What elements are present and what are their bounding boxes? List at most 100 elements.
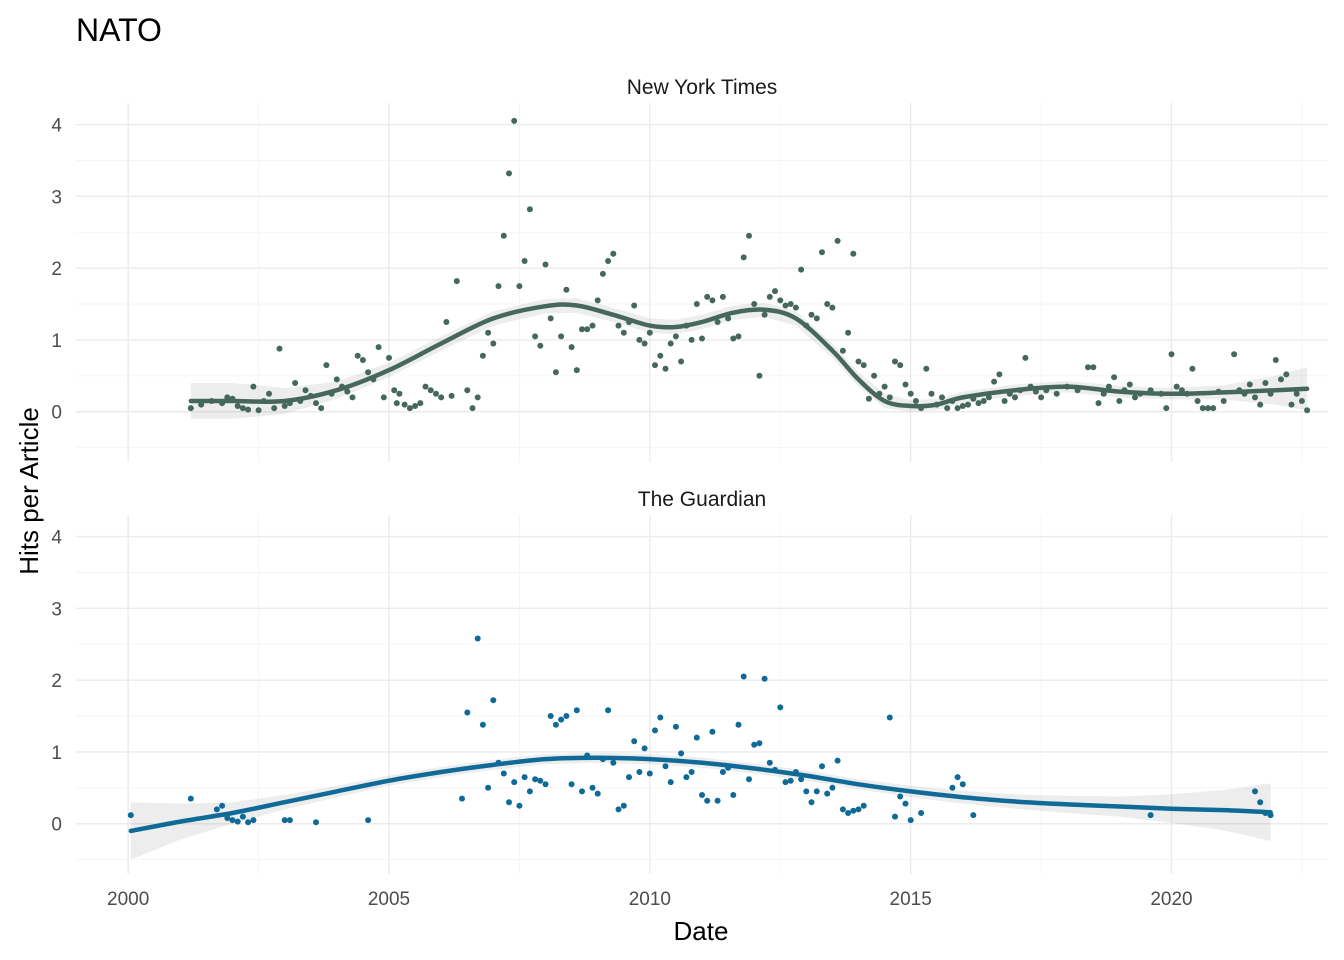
data-point	[672, 333, 679, 340]
data-point	[516, 802, 523, 809]
data-point	[506, 799, 512, 806]
data-point	[1257, 799, 1264, 806]
x-tick-label: 2020	[1150, 889, 1192, 910]
data-point	[652, 727, 658, 734]
data-point	[234, 403, 241, 409]
data-point	[1283, 371, 1290, 378]
data-point	[636, 336, 643, 343]
data-point	[127, 812, 134, 819]
data-point	[719, 769, 726, 775]
data-point	[375, 344, 382, 351]
data-point	[855, 358, 862, 365]
data-point	[333, 376, 340, 383]
data-point	[620, 329, 627, 336]
data-point	[579, 788, 585, 795]
data-point	[641, 340, 648, 347]
data-point	[605, 258, 612, 264]
data-point	[313, 400, 319, 407]
data-point	[511, 117, 518, 124]
data-point	[542, 781, 549, 788]
y-tick-label: 3	[51, 187, 62, 208]
data-point	[239, 405, 246, 412]
data-point	[490, 340, 497, 347]
data-point	[1001, 398, 1008, 404]
data-point	[349, 394, 356, 401]
data-point	[474, 394, 481, 401]
data-point	[667, 779, 674, 786]
data-point	[537, 342, 544, 349]
data-point	[615, 322, 622, 329]
data-point	[740, 673, 747, 680]
data-point	[761, 311, 768, 318]
y-tick-label: 0	[51, 815, 62, 836]
data-point	[678, 358, 685, 365]
data-point	[693, 301, 700, 307]
y-tick-label: 2	[51, 259, 62, 280]
data-point	[845, 810, 852, 816]
data-point	[506, 170, 512, 177]
data-point	[980, 398, 987, 404]
data-point	[897, 362, 904, 369]
y-tick-label: 3	[51, 599, 62, 620]
data-point	[365, 369, 372, 376]
data-point	[1220, 398, 1227, 404]
data-point	[688, 336, 695, 343]
data-point	[547, 315, 554, 322]
data-point	[699, 335, 705, 342]
data-point	[954, 405, 961, 412]
data-point	[1252, 394, 1258, 401]
data-point	[563, 286, 570, 293]
data-point	[626, 774, 632, 781]
data-point	[422, 383, 429, 390]
data-point	[1090, 364, 1097, 371]
data-point	[521, 258, 528, 264]
data-point	[730, 792, 737, 798]
y-tick-label: 2	[51, 671, 62, 692]
data-point	[589, 784, 596, 791]
data-point	[495, 283, 502, 290]
data-point	[985, 394, 992, 401]
data-point	[558, 333, 565, 340]
data-point	[902, 800, 909, 807]
data-point	[662, 763, 669, 770]
data-point	[850, 807, 857, 814]
data-point	[479, 352, 486, 359]
data-point	[516, 283, 523, 290]
data-point	[688, 769, 695, 775]
data-point	[657, 714, 664, 721]
data-point	[782, 779, 789, 786]
data-point	[271, 405, 278, 412]
data-point	[996, 371, 1003, 378]
confidence-band	[130, 752, 1271, 860]
data-point	[417, 400, 424, 407]
data-point	[678, 750, 685, 757]
data-point	[1298, 398, 1305, 404]
data-point	[610, 250, 617, 257]
data-point	[641, 745, 648, 752]
data-point	[860, 802, 867, 809]
y-tick-label: 1	[51, 331, 62, 352]
data-point	[500, 232, 507, 239]
data-point	[766, 293, 773, 300]
data-point	[573, 367, 580, 374]
data-point	[1053, 390, 1060, 397]
data-point	[605, 707, 612, 714]
data-point	[944, 405, 951, 412]
data-point	[526, 206, 533, 213]
data-point	[719, 293, 726, 300]
trend-line	[128, 755, 1273, 834]
data-point	[777, 297, 784, 304]
data-point	[923, 365, 930, 372]
panels: 0 1 2 3 4 New York Times 0 1 2 3 4 The Guardian	[51, 76, 1328, 874]
data-point	[318, 405, 325, 412]
data-point	[610, 759, 617, 766]
data-point	[839, 806, 846, 813]
data-point	[615, 806, 622, 813]
data-point	[542, 261, 549, 268]
data-point	[756, 372, 763, 379]
data-point	[1111, 374, 1118, 381]
data-point	[1163, 405, 1170, 412]
data-point	[286, 817, 293, 824]
data-point	[433, 390, 439, 397]
y-tick-label: 1	[51, 743, 62, 764]
